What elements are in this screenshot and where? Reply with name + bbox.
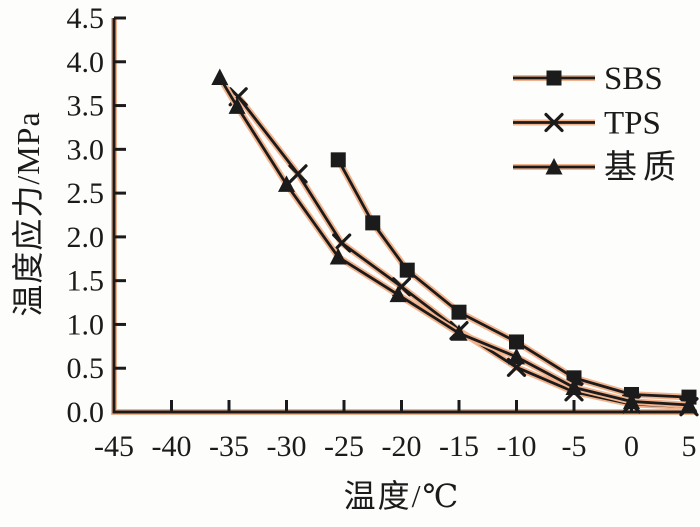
glyph [544, 112, 564, 133]
glyph [509, 334, 524, 350]
y-axis-title: 温度应力/MPa [10, 111, 46, 317]
x-tick-label: 0 [624, 430, 639, 463]
y-tick-label: 4.0 [67, 46, 105, 79]
glyph [623, 392, 640, 409]
triangle-marker-icon [211, 68, 229, 86]
glyph [680, 395, 698, 413]
y-tick-label: 0.0 [67, 396, 105, 429]
legend-item: SBS [513, 61, 663, 97]
glyph [211, 68, 229, 86]
square-marker-icon [509, 334, 524, 350]
series-line [218, 76, 690, 407]
square-marker-icon [330, 152, 346, 168]
glyph [546, 70, 562, 86]
triangle-marker-icon [329, 248, 347, 265]
glyph [288, 164, 308, 184]
series-基质 [211, 68, 698, 413]
x-tick-label: -35 [209, 430, 249, 463]
x-tick-label: -15 [439, 430, 479, 463]
square-marker-icon [451, 304, 467, 320]
glyph [545, 158, 563, 175]
y-tick-label: 0.5 [67, 352, 105, 385]
glyph [330, 152, 346, 168]
glyph [566, 370, 582, 386]
x-axis-title: 温度/℃ [343, 478, 461, 514]
square-marker-icon [566, 370, 582, 386]
glyph [278, 175, 295, 192]
legend-label: SBS [604, 61, 663, 97]
y-tick-label: 3.0 [67, 133, 105, 166]
triangle-marker-icon [450, 324, 468, 341]
glyph [451, 304, 467, 320]
x-tick-label: -45 [94, 430, 134, 463]
glyph [228, 97, 246, 114]
legend: SBS TPS 基质 [513, 61, 682, 186]
y-tick-label: 3.5 [67, 90, 105, 123]
y-tick-label: 1.0 [67, 308, 105, 341]
y-tick-label: 1.5 [67, 265, 105, 298]
x-marker-icon [288, 164, 308, 184]
glyph [508, 347, 525, 365]
x-tick-label: -20 [382, 430, 422, 463]
triangle-marker-icon [680, 395, 698, 413]
glyph [365, 215, 381, 231]
glyph [332, 233, 352, 253]
y-tick-label: 4.5 [67, 2, 105, 35]
triangle-marker-icon [508, 347, 525, 365]
triangle-marker-icon [545, 158, 563, 175]
glyph [450, 324, 468, 341]
triangle-marker-icon [228, 97, 246, 114]
triangle-marker-icon [565, 378, 583, 395]
legend-label: 基质 [604, 149, 682, 186]
x-tick-label: -25 [324, 430, 364, 463]
x-tick-label: -10 [497, 430, 537, 463]
square-marker-icon [365, 215, 381, 231]
series-line-halo [235, 94, 690, 410]
glyph [329, 248, 347, 265]
triangle-marker-icon [623, 392, 640, 409]
x-tick-label: 5 [682, 430, 697, 463]
glyph [399, 262, 415, 278]
square-marker-icon [399, 262, 415, 278]
x-marker-icon [332, 233, 352, 253]
x-marker-icon [544, 112, 564, 133]
legend-item: TPS [513, 106, 661, 142]
triangle-marker-icon [278, 175, 295, 192]
series-SBS [330, 152, 697, 405]
series-line [237, 95, 690, 409]
glyph [565, 378, 583, 395]
square-marker-icon [546, 70, 562, 86]
y-tick-label: 2.0 [67, 221, 105, 254]
series-line [337, 159, 690, 399]
x-tick-label: -30 [267, 430, 307, 463]
y-tick-label: 2.5 [67, 177, 105, 210]
legend-label: TPS [604, 106, 661, 142]
x-tick-label: -5 [562, 430, 587, 463]
triangle-marker-icon [389, 285, 407, 303]
glyph [389, 285, 407, 303]
x-tick-label: -40 [152, 430, 192, 463]
legend-item: 基质 [513, 149, 682, 186]
